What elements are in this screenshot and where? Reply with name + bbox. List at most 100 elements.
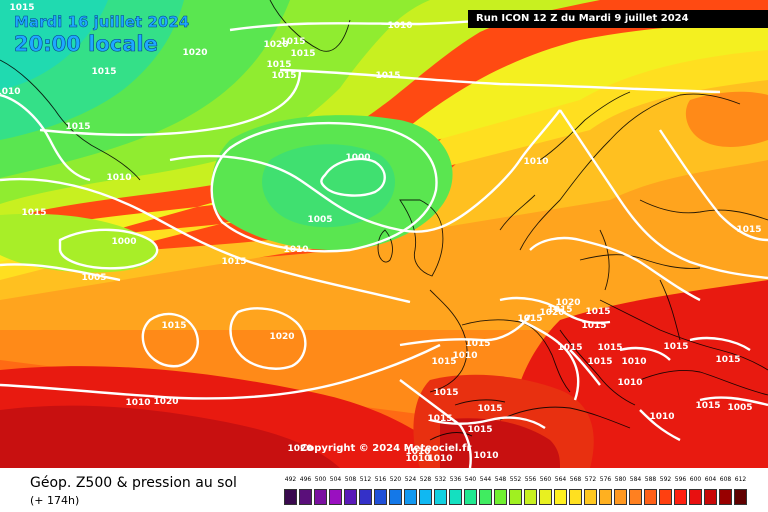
scale-label: 612 xyxy=(734,476,747,483)
scale-swatch xyxy=(599,489,612,505)
isobar-label: 1010 xyxy=(452,351,477,361)
isobar-label: 1005 xyxy=(307,215,332,225)
scale-swatch xyxy=(524,489,537,505)
scale-swatch xyxy=(629,489,642,505)
scale-label: 520 xyxy=(389,476,402,483)
isobar-label: 1010 xyxy=(283,245,308,255)
scale-label: 592 xyxy=(659,476,672,483)
color-scale-legend: 492 496 500 504 508 512 516 520 524 528 532 536 540 5… xyxy=(284,476,752,505)
isobar-label: 1010 xyxy=(473,451,498,461)
isobar-label: 1015 xyxy=(21,208,46,218)
forecast-lead-time: (+ 174h) xyxy=(30,494,80,507)
isobar-label: 1015 xyxy=(477,404,502,414)
scale-label: 524 xyxy=(404,476,417,483)
isobar-label: 1010 xyxy=(0,87,21,97)
isobar-label: 1015 xyxy=(517,314,542,324)
scale-swatch xyxy=(554,489,567,505)
isobar-label: 1020 xyxy=(555,298,580,308)
isobar-label: 1010 xyxy=(523,157,548,167)
isobar-label: 1010 xyxy=(649,412,674,422)
scale-swatch xyxy=(674,489,687,505)
scale-label: 508 xyxy=(344,476,357,483)
isobar-label: 1015 xyxy=(465,339,490,349)
isobar-label: 1010 xyxy=(387,21,412,31)
scale-label: 572 xyxy=(584,476,597,483)
color-scale-swatches xyxy=(284,489,752,505)
scale-swatch xyxy=(404,489,417,505)
coastlines xyxy=(0,0,768,441)
isobar-label: 1015 xyxy=(467,425,492,435)
scale-swatch xyxy=(539,489,552,505)
isobar-label: 1015 xyxy=(585,307,610,317)
isobar-label: 1015 xyxy=(221,257,246,267)
isobar-label: 1005 xyxy=(81,273,106,283)
isobar-label: 1015 xyxy=(587,357,612,367)
scale-swatch xyxy=(389,489,402,505)
isobar-label: 1010 xyxy=(405,447,430,457)
isobar-label: 1000 xyxy=(345,153,370,163)
copyright-notice: Copyright © 2024 Meteociel.fr xyxy=(300,443,472,454)
isobar-label: 1015 xyxy=(695,401,720,411)
isobar-label: 1000 xyxy=(111,237,136,247)
color-scale-labels: 492 496 500 504 508 512 516 520 524 528 532 536 540 5… xyxy=(284,476,752,487)
scale-swatch xyxy=(419,489,432,505)
model-run-info: Run ICON 12 Z du Mardi 9 juillet 2024 xyxy=(468,10,768,28)
scale-label: 500 xyxy=(314,476,327,483)
isobar-label: 1015 xyxy=(266,60,291,70)
scale-swatch xyxy=(359,489,372,505)
forecast-date: Mardi 16 juillet 2024 xyxy=(14,13,190,32)
isobar-label: 1015 xyxy=(431,357,456,367)
product-title: Géop. Z500 & pression au sol xyxy=(30,475,237,491)
scale-label: 540 xyxy=(464,476,477,483)
isobar-label: 1010 xyxy=(125,398,150,408)
isobar-label: 1015 xyxy=(433,388,458,398)
isobar-labels: 1015101010201020101510151015101510151015… xyxy=(0,3,762,464)
scale-swatch xyxy=(314,489,327,505)
scale-label: 584 xyxy=(629,476,642,483)
scale-swatch xyxy=(704,489,717,505)
scale-label: 600 xyxy=(689,476,702,483)
scale-label: 576 xyxy=(599,476,612,483)
scale-swatch xyxy=(329,489,342,505)
scale-swatch xyxy=(644,489,657,505)
scale-label: 556 xyxy=(524,476,537,483)
isobar-label: 1020 xyxy=(153,397,178,407)
scale-swatch xyxy=(374,489,387,505)
isobar-label: 1015 xyxy=(557,343,582,353)
scale-label: 504 xyxy=(329,476,342,483)
scale-swatch xyxy=(509,489,522,505)
scale-swatch xyxy=(659,489,672,505)
isobar-label: 1010 xyxy=(427,454,452,464)
scale-label: 596 xyxy=(674,476,687,483)
scale-swatch xyxy=(734,489,747,505)
scale-label: 492 xyxy=(284,476,297,483)
scale-swatch xyxy=(584,489,597,505)
scale-swatch xyxy=(689,489,702,505)
isobar-label: 1015 xyxy=(65,122,90,132)
isobar-label: 1010 xyxy=(621,357,646,367)
isobar-label: 1015 xyxy=(290,49,315,59)
isobar-label: 1015 xyxy=(9,3,34,13)
scale-swatch xyxy=(479,489,492,505)
scale-swatch xyxy=(614,489,627,505)
scale-label: 544 xyxy=(479,476,492,483)
scale-label: 608 xyxy=(719,476,732,483)
scale-label: 532 xyxy=(434,476,447,483)
scale-label: 528 xyxy=(419,476,432,483)
scale-label: 580 xyxy=(614,476,627,483)
isobar-label: 1010 xyxy=(405,454,430,464)
isobar-label: 1015 xyxy=(715,355,740,365)
isobar-label: 1020 xyxy=(539,308,564,318)
isobar-label: 1015 xyxy=(547,305,572,315)
scale-label: 548 xyxy=(494,476,507,483)
isobar-label: 1020 xyxy=(287,444,312,454)
isobar-label: 1020 xyxy=(269,332,294,342)
isobar-label: 1015 xyxy=(736,225,761,235)
forecast-map: 1015101010201020101510151015101510151015… xyxy=(0,0,768,468)
scale-swatch xyxy=(284,489,297,505)
isobar-label: 1015 xyxy=(271,71,296,81)
scale-swatch xyxy=(464,489,477,505)
isobar-label: 1010 xyxy=(617,378,642,388)
scale-swatch xyxy=(449,489,462,505)
